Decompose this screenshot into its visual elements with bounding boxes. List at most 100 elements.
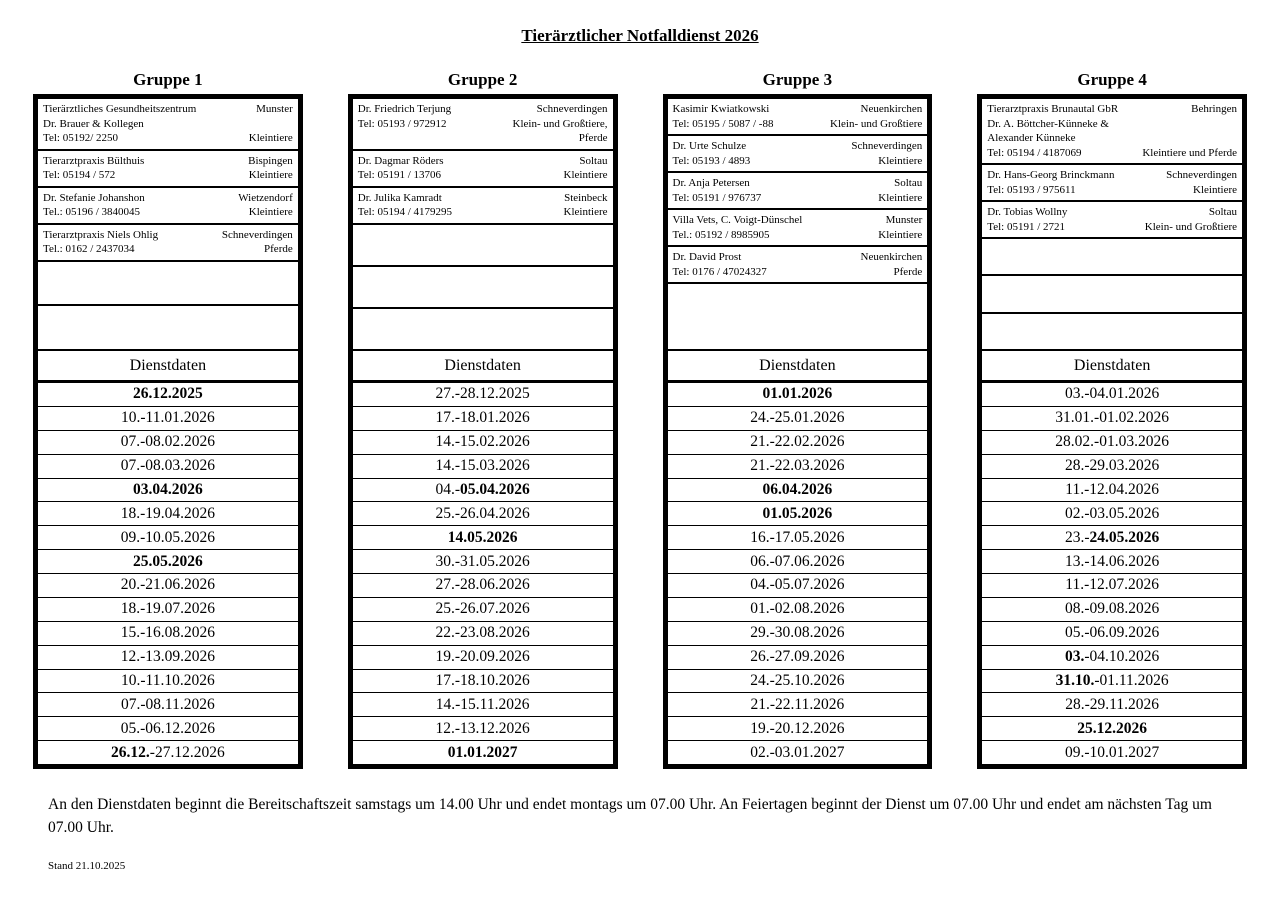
service-date-row: 11.-12.07.2026: [982, 574, 1242, 598]
service-date-row: 06.-07.06.2026: [667, 550, 928, 574]
service-date-row: 18.-19.07.2026: [38, 598, 298, 622]
date-text: 14.-15.11.2026: [435, 695, 530, 713]
practice-entry: Tierarztpraxis Brunautal GbR Dr. A. Böttc…: [982, 99, 1242, 166]
date-text: 06.04.2026: [762, 480, 833, 498]
date-text: 23.-: [1064, 528, 1090, 546]
service-date-row: 01.05.2026: [667, 502, 928, 527]
practice-location-line: Steinbeck: [564, 191, 608, 204]
date-text: 01.01.2027: [447, 743, 518, 761]
practice-name-line: Tel.: 0162 / 2437034: [43, 243, 135, 256]
service-date-row: 16.-17.05.2026: [667, 526, 928, 551]
service-date-row: 25.12.2026: [982, 717, 1242, 742]
practice-name-line: Dr. Hans-Georg Brinckmann: [987, 169, 1115, 182]
group-column: Gruppe 2 Dr. Friedrich Terjung Tel: 05193 …: [347, 70, 618, 769]
practice-location-line: Neuenkirchen: [860, 251, 923, 264]
date-text: 07.-08.11.2026: [121, 695, 215, 713]
practice-right-column: Neuenkirchen Klein- und Großtiere: [830, 102, 922, 131]
practice-location-line: Kleintiere: [248, 206, 293, 219]
group-table: Tierärztliches Gesundheitszentrum Dr. Bra…: [33, 94, 303, 769]
service-date-row: 03. -04.10.2026: [982, 646, 1242, 670]
date-text: 06.-07.06.2026: [750, 552, 845, 570]
practice-name-line: Dr. Tobias Wollny: [987, 206, 1068, 219]
date-text: 25.-26.07.2026: [435, 600, 530, 618]
date-text: 27.-28.06.2026: [435, 576, 530, 594]
service-date-row: 27.-28.12.2025: [352, 383, 613, 407]
practice-name-line: Dr. A. Böttcher-Künneke &: [987, 117, 1109, 130]
practice-entry: Dr. Hans-Georg Brinckmann Tel: 05193 / 97…: [982, 165, 1242, 203]
service-date-row: 17.-18.01.2026: [352, 407, 613, 431]
practice-location-line: Soltau: [894, 177, 923, 190]
service-date-row: 25.-26.04.2026: [352, 502, 613, 527]
service-date-row: 01.01.2026: [667, 383, 928, 407]
date-text: 04.-: [435, 480, 461, 498]
date-text: 19.-20.09.2026: [435, 648, 530, 666]
service-date-row: 21.-22.02.2026: [667, 431, 928, 455]
practice-entry: Villa Vets, C. Voigt-Dünschel Tel.: 05192…: [667, 210, 928, 248]
page-title: Tierärztlicher Notfalldienst 2026: [521, 26, 759, 45]
groups-container: Gruppe 1 Tierärztliches Gesundheitszentru…: [0, 70, 1280, 769]
practice-location-line: Pferde: [264, 243, 293, 256]
date-text: 27.-28.12.2025: [435, 385, 530, 403]
empty-row: [667, 284, 928, 351]
practice-name-line: Tel: 05193 / 975611: [987, 183, 1076, 196]
service-date-row: 03.04.2026: [38, 479, 298, 503]
date-text: -04.10.2026: [1084, 648, 1160, 666]
date-text: 09.-10.01.2027: [1064, 743, 1160, 761]
practice-location-line: Kleintiere: [563, 206, 608, 219]
practices-section: Tierärztliches Gesundheitszentrum Dr. Bra…: [38, 99, 298, 351]
service-date-row: 27.-28.06.2026: [352, 574, 613, 598]
practice-left-column: Tierarztpraxis Brunautal GbR Dr. A. Böttc…: [987, 102, 1118, 160]
practice-name-line: Dr. Urte Schulze: [672, 140, 747, 153]
practice-location-line: Soltau: [1208, 206, 1237, 219]
practice-location-line: Munster: [256, 103, 293, 115]
service-date-row: 23.- 24.05.2026: [982, 526, 1242, 551]
practice-name-line: Tierarztpraxis Niels Ohlig: [43, 228, 159, 241]
practice-name-line: Alexander Künneke: [987, 132, 1076, 145]
date-text: 22.-23.08.2026: [435, 624, 530, 642]
date-text: 09.-10.05.2026: [120, 528, 216, 546]
date-text: 12.-13.12.2026: [435, 719, 530, 737]
practice-left-column: Dr. Julika Kamradt Tel: 05194 / 4179295: [358, 191, 452, 220]
practice-location-line: Klein- und Großtiere: [1144, 220, 1237, 233]
date-text: 03.-04.01.2026: [1064, 385, 1160, 403]
practice-right-column: Munster Kleintiere: [878, 213, 922, 242]
practice-entry: Dr. Anja Petersen Tel: 05191 / 976737 Solt…: [667, 173, 928, 211]
practice-right-column: Soltau Klein- und Großtiere: [1145, 205, 1237, 234]
practice-name-line: Tel: 05191 / 976737: [672, 191, 762, 204]
practice-name-line: Dr. David Prost: [672, 251, 742, 264]
group-table: Dr. Friedrich Terjung Tel: 05193 / 972912…: [347, 94, 618, 769]
practice-entry: Tierarztpraxis Niels Ohlig Tel.: 0162 / 2…: [38, 225, 298, 262]
footer-note: An den Dienstdaten beginnt die Bereitsch…: [48, 796, 1212, 837]
service-date-row: 22.-23.08.2026: [352, 622, 613, 646]
date-text: 08.-09.08.2026: [1064, 600, 1160, 618]
practice-entry: Dr. David Prost Tel: 0176 / 47024327 Neuen…: [667, 247, 928, 285]
practice-location-line: Soltau: [579, 154, 608, 167]
practice-name-line: Villa Vets, C. Voigt-Dünschel: [672, 214, 803, 227]
practice-location-line: Kleintiere: [248, 132, 293, 145]
practice-location-line: Kleintiere: [878, 191, 923, 204]
practice-entry: Dr. Dagmar Röders Tel: 05191 / 13706 Solta…: [352, 151, 613, 188]
practice-name-line: Tel: 05194 / 572: [43, 169, 116, 182]
practice-name-line: Tel: 05191 / 13706: [357, 169, 442, 182]
group-title: Gruppe 4: [1077, 70, 1147, 89]
service-date-row: 08.-09.08.2026: [982, 598, 1242, 622]
service-date-row: 18.-19.04.2026: [38, 502, 298, 527]
date-text: 01.-02.08.2026: [750, 600, 845, 618]
date-text: 21.-22.03.2026: [750, 457, 845, 475]
date-text: 17.-18.01.2026: [435, 409, 530, 427]
practice-location-line: Kleintiere: [248, 169, 293, 182]
service-date-row: 01.01.2027: [353, 741, 613, 764]
practice-location-line: [1142, 117, 1237, 132]
empty-row: [982, 314, 1242, 351]
practice-left-column: Tierarztpraxis Bülthuis Tel: 05194 / 572: [43, 154, 144, 183]
practice-left-column: Tierarztpraxis Niels Ohlig Tel.: 0162 / 2…: [43, 228, 158, 257]
date-text: 31.01.-01.02.2026: [1055, 409, 1169, 427]
date-text: 14.-15.02.2026: [435, 433, 530, 451]
date-text: 03.: [1064, 648, 1085, 666]
empty-row: [352, 267, 613, 309]
practice-name-line: Tierärztliches Gesundheitszentrum: [43, 103, 197, 115]
date-text: 01.05.2026: [762, 504, 833, 522]
service-date-row: 30.-31.05.2026: [352, 550, 613, 574]
service-date-row: 31.10. -01.11.2026: [982, 670, 1242, 694]
